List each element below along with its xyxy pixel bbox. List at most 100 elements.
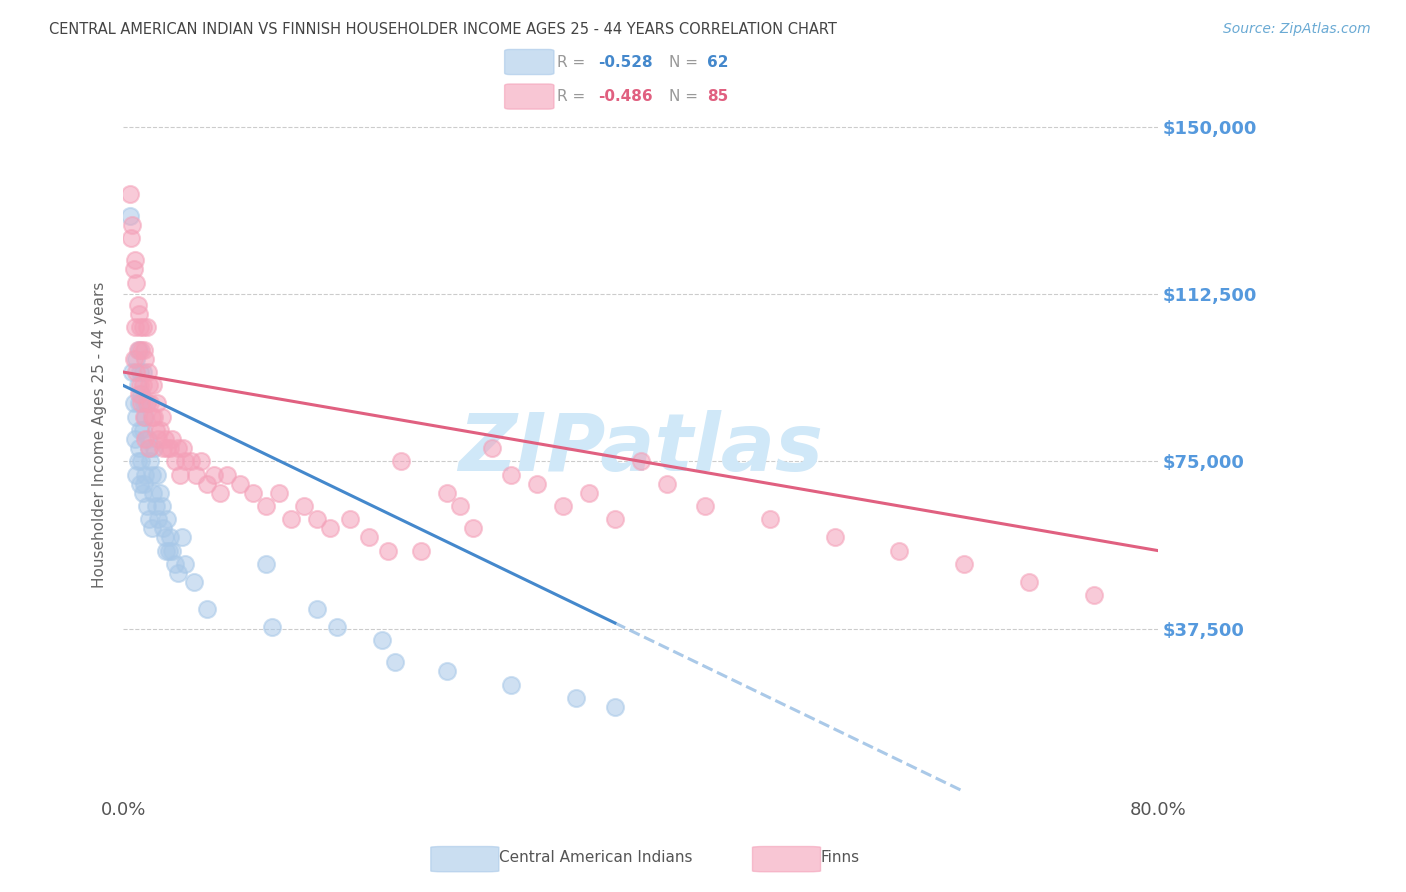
Point (127, 378, 149, 392)
FancyBboxPatch shape (430, 847, 499, 871)
Point (146, 396, 169, 410)
Point (197, 476, 219, 491)
Point (136, 365, 159, 379)
Point (155, 543, 177, 558)
Point (307, 512, 329, 526)
Point (409, 543, 432, 558)
Text: CENTRAL AMERICAN INDIAN VS FINNISH HOUSEHOLDER INCOME AGES 25 - 44 YEARS CORRELA: CENTRAL AMERICAN INDIAN VS FINNISH HOUSE… (49, 22, 837, 37)
Point (127, 343, 149, 357)
Point (294, 499, 316, 513)
Point (148, 512, 170, 526)
Text: R =: R = (557, 89, 591, 104)
Point (135, 396, 157, 410)
Point (630, 454, 652, 468)
Point (156, 441, 179, 455)
Point (229, 476, 252, 491)
Point (153, 432, 176, 446)
Point (132, 409, 155, 424)
Point (170, 530, 193, 544)
Point (152, 521, 174, 535)
Point (138, 441, 160, 455)
Point (174, 557, 197, 571)
Point (172, 441, 194, 455)
Point (122, 262, 145, 277)
Point (501, 677, 523, 691)
Point (159, 441, 181, 455)
Point (148, 432, 170, 446)
Point (501, 467, 523, 482)
Text: R =: R = (557, 54, 591, 70)
Point (143, 409, 166, 424)
Point (132, 343, 155, 357)
Point (131, 485, 153, 500)
Point (125, 276, 148, 290)
Point (128, 441, 150, 455)
Point (166, 441, 188, 455)
Point (125, 409, 148, 424)
Point (242, 485, 264, 500)
Point (134, 409, 156, 424)
Point (124, 320, 146, 334)
Point (145, 499, 167, 513)
Point (131, 343, 153, 357)
Point (139, 396, 162, 410)
Point (254, 499, 277, 513)
Point (162, 543, 184, 558)
Text: 85: 85 (707, 89, 728, 104)
Text: 62: 62 (707, 54, 728, 70)
Point (129, 378, 152, 392)
Point (121, 365, 143, 379)
Point (125, 351, 148, 366)
Point (131, 423, 153, 437)
Point (143, 441, 166, 455)
Point (132, 476, 155, 491)
Point (326, 619, 349, 633)
Point (163, 557, 186, 571)
Point (150, 409, 173, 424)
Text: Source: ZipAtlas.com: Source: ZipAtlas.com (1223, 22, 1371, 37)
Point (384, 655, 406, 669)
Point (377, 543, 399, 558)
Point (436, 485, 458, 500)
Point (163, 454, 186, 468)
Point (180, 454, 202, 468)
Point (139, 454, 162, 468)
Point (603, 512, 626, 526)
Point (184, 467, 207, 482)
Point (122, 396, 145, 410)
Point (141, 521, 163, 535)
Text: N =: N = (669, 89, 703, 104)
Point (371, 632, 394, 647)
Point (125, 365, 148, 379)
Point (128, 307, 150, 321)
Point (889, 543, 911, 558)
Point (254, 557, 277, 571)
Point (319, 521, 342, 535)
Point (134, 351, 156, 366)
Point (128, 396, 150, 410)
Point (136, 432, 159, 446)
Point (174, 454, 197, 468)
Text: Central American Indians: Central American Indians (499, 850, 692, 864)
Point (1018, 574, 1040, 589)
Point (759, 512, 782, 526)
Point (655, 476, 678, 491)
Point (153, 530, 176, 544)
FancyBboxPatch shape (752, 847, 821, 871)
Point (141, 467, 163, 482)
Point (169, 467, 191, 482)
Point (127, 454, 149, 468)
Y-axis label: Householder Income Ages 25 - 44 years: Householder Income Ages 25 - 44 years (93, 281, 107, 588)
Point (131, 454, 153, 468)
Point (124, 432, 146, 446)
Point (183, 574, 205, 589)
Point (156, 512, 179, 526)
Point (118, 209, 141, 223)
Point (565, 690, 588, 705)
Point (1083, 588, 1105, 602)
Point (132, 396, 155, 410)
Point (436, 664, 458, 678)
Point (134, 432, 156, 446)
FancyBboxPatch shape (505, 49, 554, 75)
Point (209, 485, 232, 500)
